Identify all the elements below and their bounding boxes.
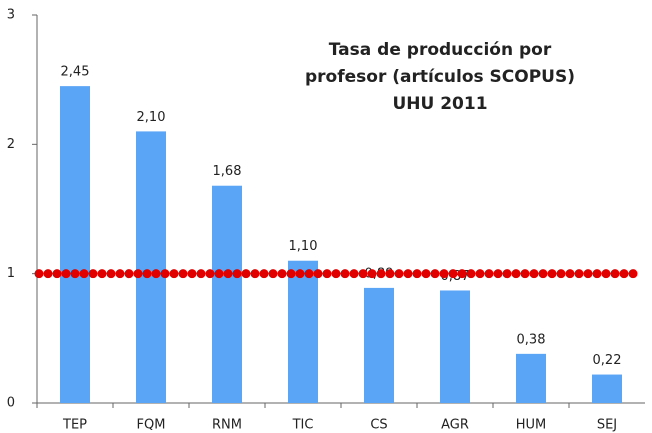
x-tick-label: FQM bbox=[137, 418, 166, 433]
value-label: 2,10 bbox=[137, 110, 166, 125]
bar bbox=[60, 86, 90, 403]
y-tick-label: 3 bbox=[7, 8, 15, 23]
x-tick-label: HUM bbox=[516, 418, 547, 433]
y-tick-label: 0 bbox=[7, 396, 15, 411]
bar bbox=[136, 131, 166, 403]
value-label: 1,68 bbox=[213, 164, 242, 179]
bar bbox=[440, 290, 470, 403]
bar bbox=[364, 287, 394, 403]
chart-title: UHU 2011 bbox=[392, 94, 487, 114]
x-tick-label: RNM bbox=[212, 418, 242, 433]
x-tick-label: TEP bbox=[62, 418, 87, 433]
bar bbox=[288, 260, 318, 403]
x-tick-label: SEJ bbox=[597, 418, 617, 433]
y-tick-label: 2 bbox=[7, 137, 15, 152]
x-tick-label: AGR bbox=[441, 418, 469, 433]
chart-title: Tasa de producción por bbox=[329, 40, 552, 60]
bar bbox=[516, 353, 546, 403]
value-label: 1,10 bbox=[289, 239, 318, 254]
x-tick-label: CS bbox=[370, 418, 387, 433]
y-tick-label: 1 bbox=[7, 266, 15, 281]
chart-title: profesor (artículos SCOPUS) bbox=[305, 67, 575, 87]
x-tick-label: TIC bbox=[292, 418, 314, 433]
value-label: 0,22 bbox=[593, 353, 622, 368]
value-label: 0,38 bbox=[517, 332, 546, 347]
value-label: 2,45 bbox=[61, 65, 90, 80]
bar bbox=[212, 185, 242, 403]
bar bbox=[592, 374, 622, 403]
